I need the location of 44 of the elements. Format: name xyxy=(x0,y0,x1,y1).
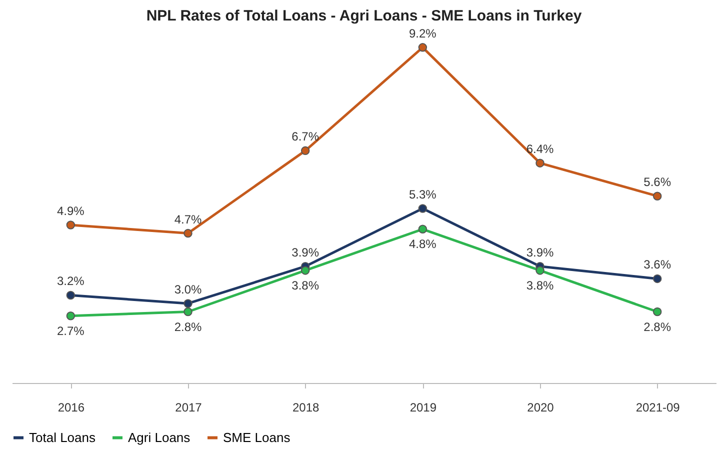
chart-title: NPL Rates of Total Loans - Agri Loans - SME Loans in Turkey xyxy=(146,7,582,24)
data-label: 3.8% xyxy=(526,278,554,292)
point xyxy=(184,228,192,238)
point xyxy=(652,192,662,200)
point xyxy=(66,312,76,320)
x-tick-label: 2019 xyxy=(410,400,437,414)
point xyxy=(66,290,76,300)
data-label: 3.2% xyxy=(56,274,85,288)
data-label: 4.9% xyxy=(56,204,85,218)
x-tick-label: 2018 xyxy=(292,400,320,414)
data-label: 6.7% xyxy=(292,130,320,144)
point xyxy=(418,204,428,213)
data-label: 3.8% xyxy=(292,278,320,292)
point xyxy=(536,266,544,275)
data-label: 4.7% xyxy=(174,212,202,226)
point xyxy=(418,43,428,52)
data-label: 2.8% xyxy=(644,320,672,334)
x-tick-label: 2020 xyxy=(527,400,554,414)
data-label: 5.3% xyxy=(408,188,437,202)
legend-label: SME Loans xyxy=(223,430,291,445)
point xyxy=(300,266,310,275)
point xyxy=(184,299,192,308)
data-label: 6.4% xyxy=(526,142,554,156)
data-label: 5.6% xyxy=(644,175,672,190)
x-tick-label: 2016 xyxy=(58,400,85,414)
data-label: 2.8% xyxy=(174,320,202,334)
data-label: 3.6% xyxy=(644,258,672,272)
legend-label: Total Loans xyxy=(29,430,96,445)
data-label: 3.0% xyxy=(174,282,202,296)
point xyxy=(300,146,310,156)
data-label: 2.7% xyxy=(56,324,85,338)
point xyxy=(184,307,192,316)
point xyxy=(418,224,428,234)
x-tick-label: 2017 xyxy=(175,400,202,414)
point xyxy=(652,307,662,316)
data-label: 3.9% xyxy=(526,245,554,260)
data-label: 9.2% xyxy=(408,26,437,40)
point xyxy=(66,220,76,230)
data-label: 4.8% xyxy=(408,237,437,252)
point xyxy=(536,158,544,168)
point xyxy=(652,274,662,284)
legend-label: Agri Loans xyxy=(128,430,191,445)
data-label: 3.9% xyxy=(292,245,320,260)
x-tick-label: 2021-09 xyxy=(636,400,680,414)
